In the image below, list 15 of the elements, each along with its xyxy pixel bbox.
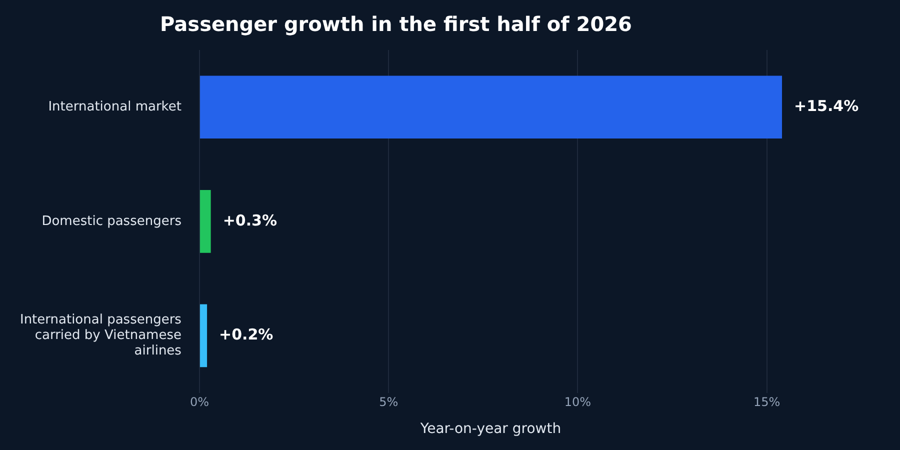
x-tick-label: 10% xyxy=(564,395,592,410)
x-tick-label: 0% xyxy=(190,395,209,410)
bar xyxy=(200,76,782,139)
y-tick-label: International market xyxy=(48,100,182,115)
y-tick-label: Domestic passengers xyxy=(42,214,182,229)
x-tick-label: 5% xyxy=(379,395,398,410)
bar xyxy=(200,304,208,368)
y-tick-label: International passengers carried by Vietnamese airlines xyxy=(20,312,182,359)
data-label: +0.3% xyxy=(222,211,277,230)
x-tick-label: 15% xyxy=(754,395,780,410)
x-axis-title: Year-on-year growth xyxy=(419,421,562,438)
data-label: +0.2% xyxy=(219,326,274,344)
bar xyxy=(200,190,211,253)
chart-title: Passenger growth in the first half of 2026 xyxy=(160,12,632,36)
data-label: +15.4% xyxy=(794,97,859,116)
